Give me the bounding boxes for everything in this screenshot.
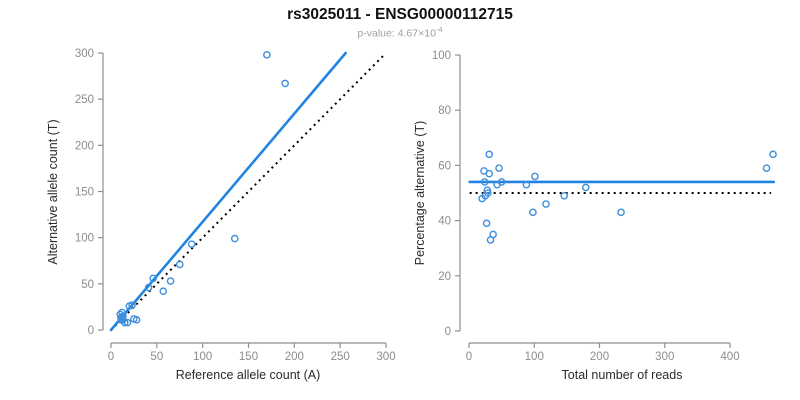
x-axis-title: Total number of reads	[562, 368, 683, 382]
scatter-panel-allele-counts: 0 50 100 150 200 250 300 0 50 100 150 200 250 300 Refe…	[46, 48, 396, 382]
x-tick-label: 0	[108, 351, 114, 363]
data-point	[187, 240, 196, 248]
x-tick-label: 100	[525, 351, 544, 363]
data-point	[581, 183, 590, 192]
data-point	[769, 150, 777, 159]
y-axis-title: Alternative allele count (T)	[46, 119, 60, 264]
data-point	[119, 312, 127, 320]
data-point	[230, 234, 239, 243]
x-tick-label: 50	[150, 351, 163, 363]
y-axis-title: Percentage alternative (T)	[413, 121, 427, 266]
y-tick-label: 300	[75, 48, 94, 60]
y-tick-label: 0	[445, 326, 451, 338]
x-tick-label: 100	[193, 351, 212, 363]
x-tick-label: 250	[331, 351, 350, 363]
x-tick-label: 400	[720, 351, 739, 363]
data-point	[149, 274, 157, 283]
data-point	[493, 180, 501, 189]
data-point	[281, 79, 289, 88]
scatter-panel-percentage-alternative: 0 20 40 60 80 100 0 100 200 300 400 Total number of…	[413, 50, 777, 382]
data-point	[480, 178, 489, 186]
x-tick-label: 0	[466, 351, 472, 363]
data-point	[144, 283, 153, 292]
data-point	[542, 200, 550, 208]
x-tick-label: 150	[239, 351, 258, 363]
y-tick-label: 100	[75, 233, 94, 245]
data-point	[159, 287, 168, 296]
x-tick-label: 300	[655, 351, 674, 363]
data-point	[762, 164, 771, 172]
x-axis-title: Reference allele count (A)	[176, 368, 321, 382]
y-tick-label: 100	[432, 50, 451, 62]
data-point	[486, 236, 495, 244]
y-tick-label: 250	[75, 94, 94, 106]
data-point	[175, 260, 184, 269]
data-point	[484, 189, 492, 197]
data-point	[482, 219, 491, 228]
data-point	[495, 164, 503, 172]
y-tick-label: 150	[75, 187, 94, 199]
x-tick-label: 200	[285, 351, 304, 363]
x-tick-label: 200	[590, 351, 609, 363]
data-point	[617, 208, 625, 217]
y-tick-label: 0	[88, 325, 94, 337]
y-tick-label: 20	[438, 271, 451, 283]
y-tick-label: 50	[81, 279, 94, 291]
figure-subtitle: p-value: 4.67×10-4	[0, 25, 800, 40]
data-point	[166, 277, 175, 285]
data-point	[529, 208, 537, 217]
data-point	[522, 180, 531, 189]
data-point	[485, 169, 494, 178]
pvalue-exponent: -4	[435, 25, 443, 34]
data-point	[560, 191, 569, 200]
data-point	[125, 302, 134, 310]
data-point	[132, 316, 141, 324]
y-tick-label: 40	[438, 216, 451, 228]
data-point	[485, 150, 494, 159]
figure-title: rs3025011 - ENSG00000112715	[287, 6, 513, 23]
y-tick-label: 200	[75, 140, 94, 152]
fit-line	[109, 51, 347, 332]
y-tick-label: 60	[438, 160, 451, 172]
pvalue-label: p-value:	[357, 27, 398, 40]
identity-reference-line	[110, 54, 385, 331]
data-point	[263, 51, 271, 59]
data-point	[119, 316, 127, 324]
y-tick-label: 80	[438, 105, 451, 117]
x-tick-label: 300	[376, 351, 395, 363]
pvalue-mantissa: 4.67×10	[397, 27, 436, 40]
data-point	[531, 172, 539, 181]
